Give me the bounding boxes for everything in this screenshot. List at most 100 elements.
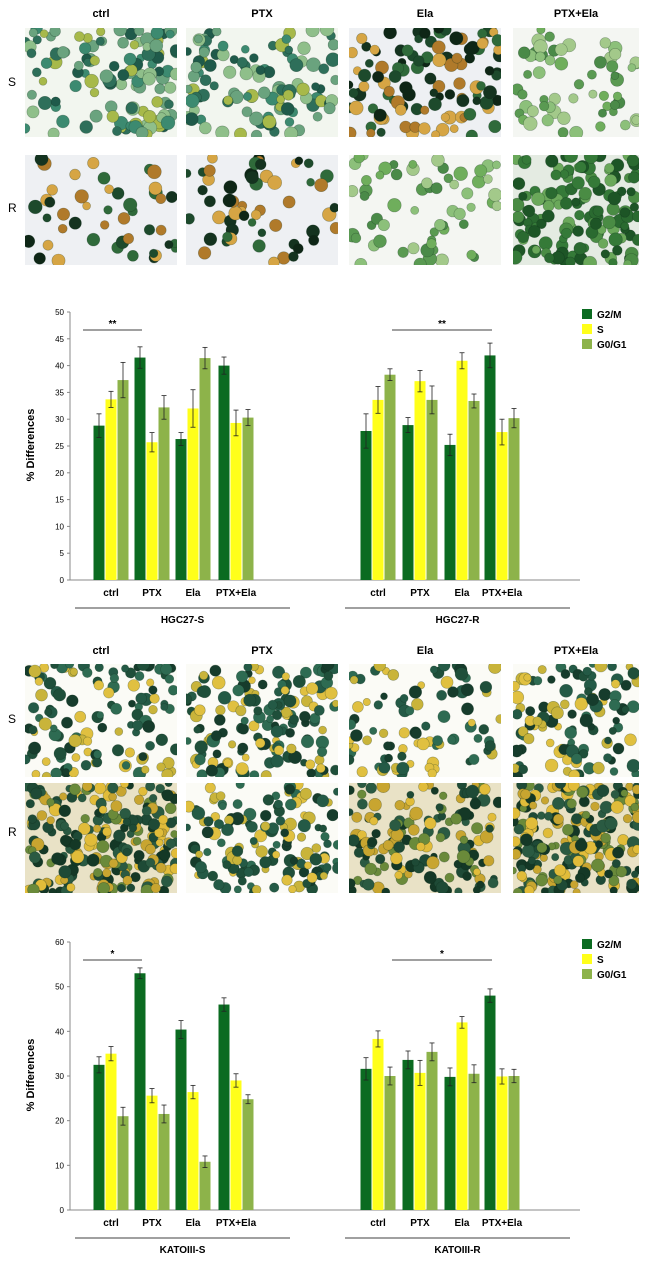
bar-G2M-2 bbox=[175, 439, 187, 580]
y-axis-label: % Differences bbox=[25, 1039, 37, 1112]
bar-G0G1-2 bbox=[199, 358, 211, 580]
y-tick-label: 25 bbox=[55, 442, 64, 451]
bar-chart-katoiii: % Differences 0 10 20 30 40 50 60 ctrl PTX Ela PTX… bbox=[25, 938, 627, 1256]
x-tick-label: Ela bbox=[454, 588, 469, 599]
group-label: HGC27-R bbox=[436, 615, 481, 626]
row-label-s: S bbox=[8, 75, 17, 89]
column-label-ptx: PTX bbox=[251, 645, 273, 657]
column-label-ela: Ela bbox=[416, 8, 434, 20]
bar-S-6 bbox=[456, 360, 468, 580]
bar-G2M-3 bbox=[218, 1004, 230, 1210]
bar-S-7 bbox=[496, 1076, 508, 1210]
bar-G0G1-7 bbox=[508, 1076, 520, 1210]
y-tick-label: 30 bbox=[55, 415, 64, 424]
micrograph-katoiii-s-3 bbox=[513, 664, 639, 777]
micrograph-hgc27-s-3 bbox=[513, 28, 639, 137]
x-tick-label: Ela bbox=[454, 1218, 469, 1229]
micrograph-katoiii-r-1 bbox=[186, 783, 338, 893]
bar-G2M-6 bbox=[444, 444, 456, 580]
legend-swatch bbox=[582, 324, 592, 334]
bar-G2M-3 bbox=[218, 365, 230, 580]
x-tick-label: PTX+Ela bbox=[216, 1218, 257, 1229]
bar-G2M-1 bbox=[134, 973, 146, 1210]
bar-G0G1-6 bbox=[468, 400, 480, 580]
x-tick-label: PTX bbox=[142, 588, 162, 599]
y-tick-label: 20 bbox=[55, 1117, 64, 1126]
x-tick-label: PTX+Ela bbox=[482, 1218, 523, 1229]
bar-S-1 bbox=[146, 1095, 158, 1210]
column-label-ctrl: ctrl bbox=[92, 645, 110, 657]
bar-G0G1-4 bbox=[384, 374, 396, 580]
bar-G2M-2 bbox=[175, 1029, 187, 1210]
micrograph-katoiii-r-0 bbox=[25, 783, 177, 893]
x-tick-label: PTX+Ela bbox=[482, 588, 523, 599]
bar-S-7 bbox=[496, 432, 508, 580]
bar-G0G1-7 bbox=[508, 418, 520, 580]
y-tick-label: 35 bbox=[55, 388, 64, 397]
legend-swatch bbox=[582, 939, 592, 949]
legend-label: G2/M bbox=[597, 310, 621, 321]
significance-label: * bbox=[111, 949, 115, 960]
bar-G0G1-6 bbox=[468, 1073, 480, 1210]
bar-G0G1-3 bbox=[242, 417, 254, 580]
x-tick-label: PTX+Ela bbox=[216, 588, 257, 599]
bar-S-1 bbox=[146, 442, 158, 580]
group-label: KATOIII-R bbox=[434, 1245, 481, 1256]
legend-label: S bbox=[597, 325, 604, 336]
bar-G2M-6 bbox=[444, 1076, 456, 1210]
column-label-ptx-ela: PTX+Ela bbox=[553, 645, 599, 657]
micrograph-katoiii-s-2 bbox=[349, 664, 501, 777]
micrograph-katoiii-r-3 bbox=[513, 783, 639, 893]
bar-G2M-1 bbox=[134, 357, 146, 580]
y-tick-label: 40 bbox=[55, 362, 64, 371]
y-tick-label: 50 bbox=[55, 308, 64, 317]
bar-G2M-0 bbox=[93, 1064, 105, 1210]
group-label: HGC27-S bbox=[161, 615, 205, 626]
significance-label: ** bbox=[438, 319, 446, 330]
y-tick-label: 0 bbox=[60, 1206, 65, 1215]
x-tick-label: PTX bbox=[410, 588, 430, 599]
y-tick-label: 5 bbox=[60, 549, 65, 558]
group-label: KATOIII-S bbox=[160, 1245, 206, 1256]
bar-G2M-7 bbox=[484, 355, 496, 580]
y-tick-label: 15 bbox=[55, 496, 64, 505]
y-tick-label: 45 bbox=[55, 335, 64, 344]
x-tick-label: Ela bbox=[185, 588, 200, 599]
bar-G0G1-0 bbox=[117, 1116, 129, 1210]
x-tick-label: ctrl bbox=[370, 1218, 386, 1229]
bar-G2M-7 bbox=[484, 995, 496, 1210]
bar-G0G1-4 bbox=[384, 1076, 396, 1210]
bar-S-6 bbox=[456, 1022, 468, 1210]
x-tick-label: ctrl bbox=[370, 588, 386, 599]
y-tick-label: 20 bbox=[55, 469, 64, 478]
micrograph-katoiii-s-1 bbox=[186, 664, 338, 777]
column-label-ptx: PTX bbox=[251, 8, 273, 20]
y-tick-label: 10 bbox=[55, 1161, 64, 1170]
bar-G0G1-5 bbox=[426, 399, 438, 580]
micrograph-hgc27-r-3 bbox=[513, 155, 639, 265]
x-tick-label: ctrl bbox=[103, 1218, 119, 1229]
bar-S-0 bbox=[105, 399, 117, 580]
bar-G0G1-5 bbox=[426, 1051, 438, 1210]
y-tick-label: 0 bbox=[60, 576, 65, 585]
row-label-r: R bbox=[8, 825, 17, 839]
x-tick-label: PTX bbox=[410, 1218, 430, 1229]
micrograph-hgc27-s-2 bbox=[349, 28, 501, 137]
y-tick-label: 40 bbox=[55, 1027, 64, 1036]
y-tick-label: 50 bbox=[55, 983, 64, 992]
significance-label: ** bbox=[109, 319, 117, 330]
y-axis-label: % Differences bbox=[25, 409, 37, 482]
bar-chart-hgc27: % Differences 0 5 10 15 20 25 30 35 40 45 50 ctrl PT… bbox=[25, 308, 627, 626]
bar-S-3 bbox=[230, 422, 242, 580]
micrograph-hgc27-s-1 bbox=[186, 28, 338, 137]
bar-G2M-5 bbox=[402, 425, 414, 580]
legend-label: G0/G1 bbox=[597, 970, 627, 981]
bar-S-5 bbox=[414, 381, 426, 580]
x-tick-label: PTX bbox=[142, 1218, 162, 1229]
micrograph-hgc27-r-2 bbox=[349, 155, 501, 265]
legend-swatch bbox=[582, 954, 592, 964]
micrograph-katoiii-r-2 bbox=[349, 783, 501, 893]
row-label-s: S bbox=[8, 712, 17, 726]
legend-label: S bbox=[597, 955, 604, 966]
micrograph-katoiii-s-0 bbox=[25, 664, 177, 777]
